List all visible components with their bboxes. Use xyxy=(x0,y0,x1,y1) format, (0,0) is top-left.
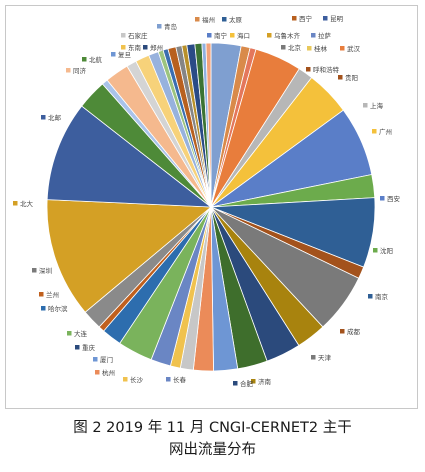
legend-swatch-24 xyxy=(13,201,18,206)
legend-label-27: 南京 xyxy=(375,292,389,301)
legend-label-17: 呼和浩特 xyxy=(313,65,340,74)
legend-label-28: 兰州 xyxy=(46,290,59,299)
figure-caption: 图 2 2019 年 11 月 CNGI-CERNET2 主干 网出流量分布 xyxy=(0,417,425,461)
legend-swatch-25 xyxy=(373,248,378,253)
legend-swatch-0 xyxy=(157,24,162,29)
legend-label-20: 上海 xyxy=(370,101,384,110)
legend-label-37: 长沙 xyxy=(130,375,144,384)
legend-swatch-39 xyxy=(233,381,238,386)
legend-label-0: 青岛 xyxy=(164,22,177,31)
legend-label-25: 沈阳 xyxy=(380,246,393,255)
legend-swatch-13 xyxy=(307,46,312,51)
legend-swatch-38 xyxy=(166,377,171,382)
legend-label-1: 福州 xyxy=(202,15,215,24)
legend-swatch-11 xyxy=(143,45,148,50)
legend-label-2: 太原 xyxy=(229,15,243,24)
legend-swatch-5 xyxy=(121,33,126,38)
legend-swatch-29 xyxy=(340,329,345,334)
pie-slices xyxy=(46,42,376,372)
caption-line-1: 图 2 2019 年 11 月 CNGI-CERNET2 主干 xyxy=(73,420,352,436)
legend-swatch-22 xyxy=(372,129,377,134)
legend-swatch-26 xyxy=(32,268,37,273)
legend-swatch-10 xyxy=(121,45,126,50)
caption-line-2: 网出流量分布 xyxy=(169,442,256,458)
legend-label-15: 复旦 xyxy=(118,50,132,59)
legend-label-6: 南宁 xyxy=(214,31,228,40)
legend-swatch-14 xyxy=(340,46,345,51)
legend-swatch-18 xyxy=(338,75,343,80)
legend-label-12: 北京 xyxy=(288,43,302,52)
legend-label-36: 济南 xyxy=(258,377,272,386)
legend-swatch-36 xyxy=(251,379,256,384)
legend-swatch-23 xyxy=(380,196,385,201)
legend-label-22: 广州 xyxy=(379,127,392,136)
legend-label-7: 海口 xyxy=(237,31,250,40)
legend-swatch-28 xyxy=(39,292,44,297)
legend-label-29: 成都 xyxy=(347,327,361,336)
legend-swatch-32 xyxy=(67,331,72,336)
legend-label-19: 同济 xyxy=(73,66,87,75)
legend-label-39: 合肥 xyxy=(240,379,254,388)
legend-label-31: 天津 xyxy=(318,354,332,362)
legend-swatch-12 xyxy=(281,45,286,50)
legend-swatch-31 xyxy=(311,355,316,360)
legend-label-32: 大连 xyxy=(74,329,88,338)
legend-swatch-19 xyxy=(66,68,71,73)
legend-label-9: 拉萨 xyxy=(318,31,332,40)
legend-swatch-15 xyxy=(111,52,116,57)
legend-label-11: 郑州 xyxy=(150,44,163,52)
legend-swatch-7 xyxy=(230,33,235,38)
legend-label-33: 重庆 xyxy=(82,343,96,352)
legend-label-30: 哈尔滨 xyxy=(48,304,68,313)
pie-slice-24 xyxy=(46,105,213,208)
legend-label-8: 乌鲁木齐 xyxy=(274,31,301,40)
legend-label-5: 石家庄 xyxy=(128,31,148,40)
legend-swatch-20 xyxy=(363,103,368,108)
legend-swatch-21 xyxy=(41,115,46,120)
legend-swatch-9 xyxy=(311,33,316,38)
legend-swatch-33 xyxy=(75,345,80,350)
legend-label-14: 武汉 xyxy=(347,44,361,53)
legend-swatch-35 xyxy=(95,370,100,375)
legend-label-35: 杭州 xyxy=(102,368,115,377)
pie-slice-23 xyxy=(46,199,213,313)
legend-label-3: 西宁 xyxy=(299,14,313,23)
legend-label-26: 深圳 xyxy=(39,266,52,275)
legend-swatch-37 xyxy=(123,377,128,382)
legend-label-24: 北大 xyxy=(20,199,34,208)
legend-label-4: 昆明 xyxy=(330,15,344,23)
legend-swatch-3 xyxy=(292,16,297,21)
legend-label-21: 北邮 xyxy=(48,113,62,122)
legend-swatch-1 xyxy=(195,17,200,22)
pie-slice-39 xyxy=(205,42,212,208)
legend-label-23: 西安 xyxy=(387,194,401,203)
legend-swatch-6 xyxy=(207,33,212,38)
legend-label-18: 贵阳 xyxy=(345,73,358,82)
legend-label-16: 北航 xyxy=(89,55,103,64)
legend-swatch-8 xyxy=(267,33,272,38)
legend-label-13: 桂林 xyxy=(314,44,328,53)
legend-swatch-17 xyxy=(306,67,311,72)
legend-swatch-27 xyxy=(368,294,373,299)
legend-swatch-30 xyxy=(41,306,46,311)
legend-swatch-34 xyxy=(93,357,98,362)
legend-swatch-4 xyxy=(323,16,328,21)
legend-swatch-16 xyxy=(82,57,87,62)
legend-label-38: 长春 xyxy=(173,375,187,384)
legend-swatch-2 xyxy=(222,17,227,22)
legend-label-34: 厦门 xyxy=(100,355,113,364)
legend-label-10: 东南 xyxy=(128,43,142,52)
